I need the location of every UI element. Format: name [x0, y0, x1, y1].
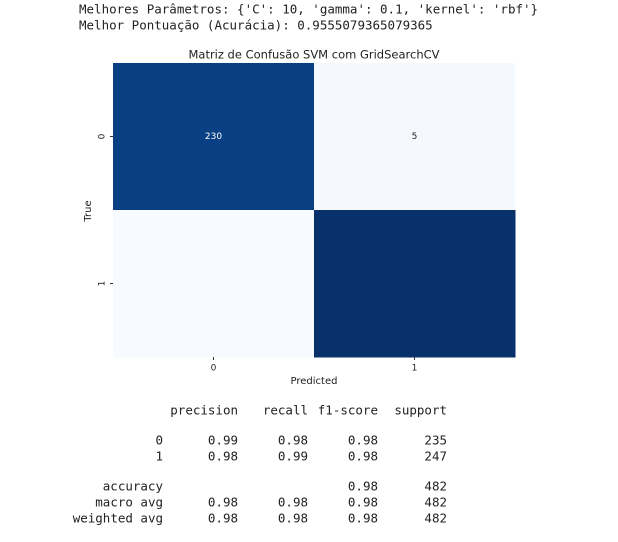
report-cell: 0.98	[278, 495, 308, 510]
report-row-label: accuracy	[103, 479, 164, 494]
output-line: Melhor Pontuação (Acurácia): 0.955507936…	[79, 18, 433, 33]
cell-label: 230	[205, 132, 222, 142]
report-cell: 482	[424, 511, 447, 526]
report-cell: 0.98	[208, 449, 238, 464]
report-cell: 482	[424, 479, 447, 494]
report-row-label: 1	[155, 449, 163, 464]
report-cell: 0.98	[348, 449, 378, 464]
report-row-label: macro avg	[95, 495, 163, 510]
report-header: support	[394, 403, 447, 418]
report-cell: 0.98	[348, 495, 378, 510]
report-cell: 0.98	[208, 495, 238, 510]
x-tick-label: 1	[412, 364, 418, 374]
report-cell: 235	[424, 433, 447, 448]
y-axis-label: True	[83, 200, 94, 222]
report-cell: 482	[424, 495, 447, 510]
heatmap-cell	[314, 63, 516, 211]
report-cell: 247	[424, 449, 447, 464]
report-row-label: 0	[155, 433, 163, 448]
y-tick-label: 0	[98, 133, 108, 139]
heatmap-cell	[113, 210, 315, 358]
output-line: Melhores Parâmetros: {'C': 10, 'gamma': …	[79, 2, 538, 17]
report-row-label: weighted avg	[73, 511, 163, 526]
cell-label: 5	[412, 132, 418, 142]
report-cell: 0.98	[348, 479, 378, 494]
report-cell: 0.98	[348, 511, 378, 526]
report-header: recall	[263, 403, 308, 418]
heatmap-cell	[314, 210, 516, 358]
report-cell: 0.99	[208, 433, 238, 448]
chart-title: Matriz de Confusão SVM com GridSearchCV	[188, 48, 439, 62]
x-axis-label: Predicted	[291, 376, 338, 387]
report-cell: 0.98	[208, 511, 238, 526]
report-header: precision	[170, 403, 238, 418]
report-cell: 0.99	[278, 449, 308, 464]
report-cell: 0.98	[278, 433, 308, 448]
x-tick-label: 0	[211, 364, 217, 374]
report-cell: 0.98	[348, 433, 378, 448]
heatmap-cell	[113, 63, 315, 211]
y-tick-label: 1	[98, 281, 108, 287]
report-header: f1-score	[318, 403, 378, 418]
report-cell: 0.98	[278, 511, 308, 526]
